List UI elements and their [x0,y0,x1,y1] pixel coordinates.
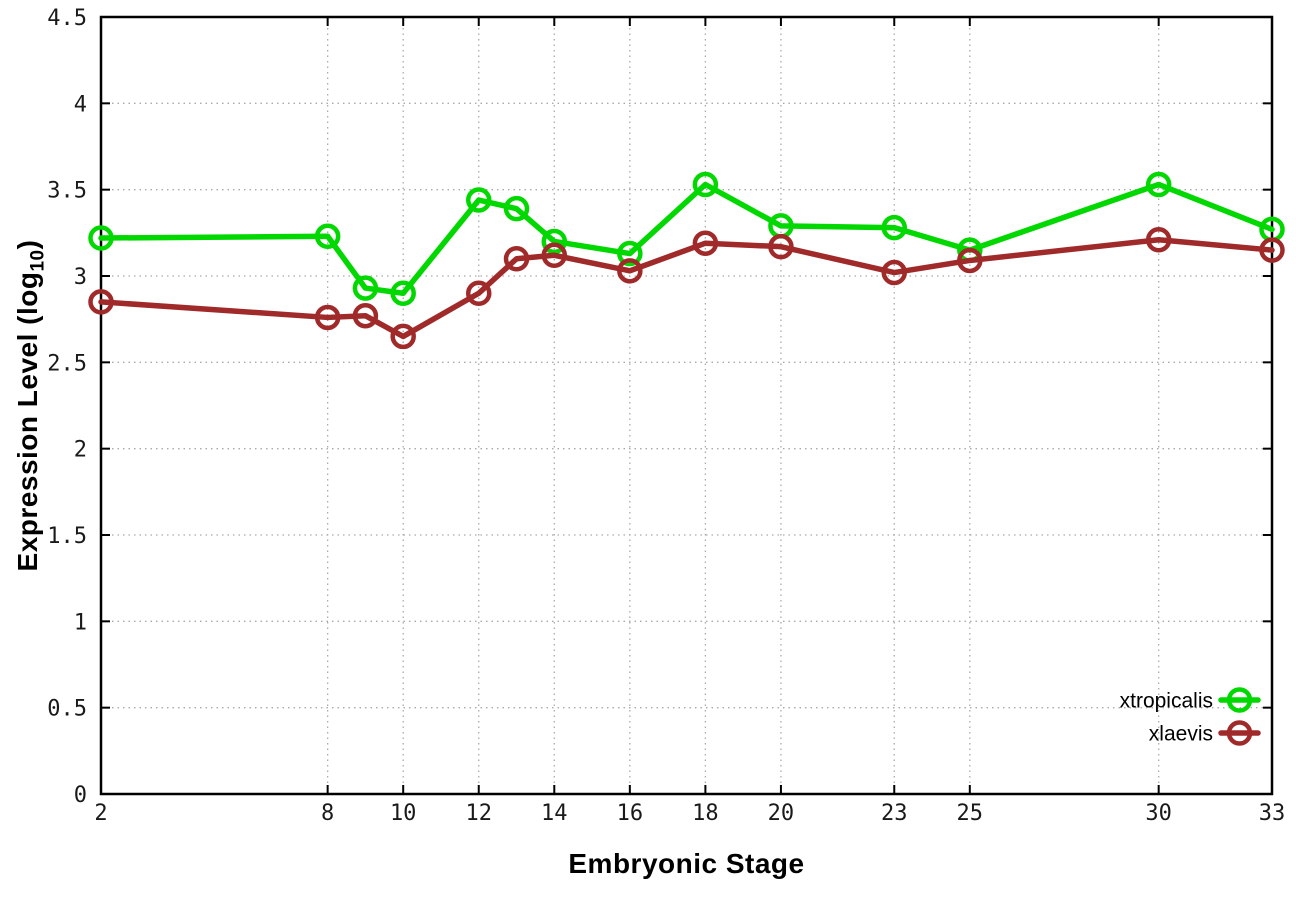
x-tick-label: 10 [390,801,417,826]
data-point-xlaevis [314,304,341,331]
data-point-xlaevis [768,233,794,260]
data-point-xtropicalis [541,228,568,255]
y-axis-title-subscript: 10 [27,249,49,272]
data-point-xlaevis [1259,237,1285,263]
y-tick-label: 4.5 [47,6,87,31]
data-point-xtropicalis [465,187,492,213]
x-tick-label: 16 [617,801,644,826]
y-axis-title: Expression Level (log10) [12,17,49,794]
y-tick-label: 4 [74,92,87,117]
data-point-xlaevis [352,302,379,329]
y-tick-label: 2 [74,438,87,463]
series-line-xtropicalis [98,181,1275,297]
data-point-xlaevis [692,230,719,256]
x-tick-label: 20 [768,801,795,826]
data-point-xtropicalis [352,275,379,301]
x-axis-title: Embryonic Stage [568,848,805,879]
series-line-xlaevis [98,236,1275,340]
x-tick-label: 2 [94,801,107,826]
data-point-xlaevis [541,242,568,269]
y-tick-label: 0.5 [47,697,87,722]
legend-label-xtropicalis: xtropicalis [1120,690,1213,713]
data-point-xlaevis [88,289,114,315]
x-tick-label: 8 [321,801,334,826]
x-tick-label: 23 [881,801,908,826]
data-point-xlaevis [957,247,983,274]
y-tick-label: 1 [74,610,87,635]
x-tick-label: 33 [1259,801,1286,826]
data-point-xtropicalis [881,214,908,241]
x-tick-label: 30 [1145,801,1172,826]
data-point-xtropicalis [617,240,643,267]
x-tick-label: 18 [692,801,719,826]
y-tick-label: 1.5 [47,524,87,549]
data-point-xlaevis [881,259,908,286]
y-tick-label: 2.5 [47,351,87,376]
data-point-xlaevis [503,245,530,272]
data-point-xtropicalis [503,195,530,222]
data-point-xlaevis [617,258,643,284]
y-tick-label: 3.5 [47,179,87,204]
y-axis-title-prefix: Expression Level (log [12,271,43,572]
x-tick-label: 14 [541,801,568,826]
data-point-xlaevis [465,280,492,307]
data-point-xtropicalis [692,171,719,198]
data-point-xtropicalis [1145,171,1172,198]
legend-sample-marker-xlaevis [1226,720,1253,746]
data-point-xtropicalis [314,223,341,250]
data-point-xtropicalis [390,280,416,307]
data-point-xtropicalis [88,225,114,251]
y-tick-label: 0 [74,783,87,808]
y-tick-label: 3 [74,265,87,290]
plot-border [99,15,1274,796]
y-axis-title-suffix: ) [12,239,43,250]
data-point-xlaevis [390,323,416,350]
data-point-xlaevis [1145,226,1172,253]
x-tick-label: 25 [957,801,984,826]
legend-label-xlaevis: xlaevis [1149,723,1213,746]
x-tick-label: 12 [465,801,492,826]
legend-sample-marker-xtropicalis [1226,687,1253,713]
